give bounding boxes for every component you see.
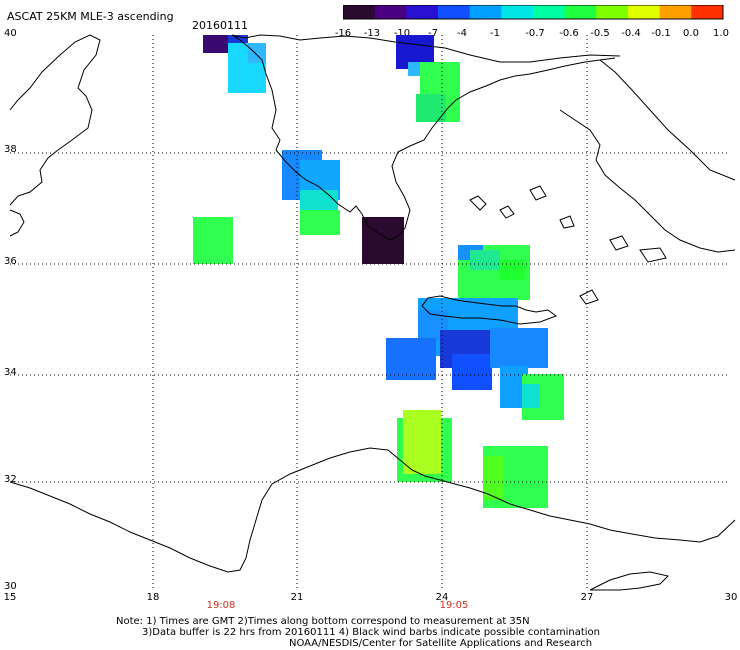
map-date: 20160111 <box>192 19 248 32</box>
map-title: ASCAT 25KM MLE-3 ascending <box>7 10 174 23</box>
north-africa-coast <box>9 447 736 573</box>
lat-label: 34 <box>4 367 17 378</box>
data-cell <box>522 384 540 408</box>
lat-label: 38 <box>4 144 17 155</box>
data-cell <box>452 354 492 390</box>
cyprus-coast <box>589 571 669 591</box>
colorbar-tick: -10 <box>393 28 411 39</box>
footer-credit: NOAA/NESDIS/Center for Satellite Applica… <box>289 638 593 649</box>
pass-time-label: 19:08 <box>206 600 236 611</box>
lon-label: 30 <box>724 592 738 603</box>
colorbar-swatch <box>469 5 502 19</box>
lat-label: 30 <box>4 581 17 592</box>
lat-label: 36 <box>4 256 17 267</box>
italy-coast <box>9 34 101 206</box>
colorbar-tick: -1 <box>490 28 500 39</box>
colorbar-tick: -7 <box>428 28 438 39</box>
island <box>579 289 599 305</box>
sicily-coast <box>9 209 25 237</box>
colorbar-swatch <box>691 5 724 19</box>
data-cell <box>483 456 503 500</box>
lon-label: 21 <box>290 592 304 603</box>
colorbar-swatch <box>628 5 661 19</box>
lat-label: 40 <box>4 28 17 39</box>
footer-note-2: 3)Data buffer is 22 hrs from 20160111 4)… <box>142 627 600 638</box>
pass-time-label: 19:05 <box>439 600 469 611</box>
colorbar-tick: -0.6 <box>559 28 579 39</box>
turkey-north-coast <box>599 59 736 181</box>
colorbar-swatch <box>533 5 566 19</box>
data-cell <box>470 250 500 270</box>
colorbar-tick: 1.0 <box>713 28 729 39</box>
island <box>559 215 575 229</box>
balkan-coast <box>231 34 621 63</box>
colorbar-swatch <box>564 5 597 19</box>
island <box>609 235 629 251</box>
colorbar-tick: -0.1 <box>651 28 671 39</box>
colorbar-swatch <box>596 5 629 19</box>
footer-note-1: Note: 1) Times are GMT 2)Times along bot… <box>116 616 530 627</box>
data-cell <box>403 410 441 474</box>
data-cell <box>193 217 233 264</box>
island <box>529 185 547 201</box>
colorbar-swatch <box>406 5 439 19</box>
lon-label: 27 <box>580 592 594 603</box>
colorbar-frame <box>343 5 724 20</box>
data-cell <box>248 43 266 63</box>
wind-data-cells <box>193 35 564 508</box>
crete-coast <box>421 295 558 325</box>
data-cell <box>362 217 404 264</box>
colorbar-tick: -4 <box>457 28 467 39</box>
island <box>469 195 487 211</box>
lon-label: 24 <box>435 592 449 603</box>
island <box>639 247 667 263</box>
coastlines <box>9 34 736 591</box>
colorbar-swatch <box>438 5 471 19</box>
colorbar-swatch <box>343 5 376 19</box>
data-cell <box>386 338 436 380</box>
colorbar-tick: -13 <box>363 28 381 39</box>
turkey-coast <box>559 109 736 253</box>
data-cell <box>490 328 548 368</box>
colorbar-tick: -0.5 <box>590 28 610 39</box>
colorbar-swatch <box>501 5 534 19</box>
lon-label: 18 <box>146 592 160 603</box>
lat-label: 32 <box>4 474 17 485</box>
lon-label: 15 <box>3 592 17 603</box>
data-cell <box>300 210 340 235</box>
data-cell <box>500 260 525 280</box>
colorbar-tick: -0.4 <box>621 28 641 39</box>
island <box>499 205 515 219</box>
colorbar-tick: 0.0 <box>683 28 699 39</box>
greece-coast <box>231 34 616 241</box>
colorbar-tick: -0.7 <box>525 28 545 39</box>
colorbar-swatch <box>374 5 407 19</box>
colorbar-swatch <box>659 5 692 19</box>
colorbar <box>343 5 724 20</box>
graticule <box>10 35 730 590</box>
colorbar-tick: -16 <box>334 28 352 39</box>
